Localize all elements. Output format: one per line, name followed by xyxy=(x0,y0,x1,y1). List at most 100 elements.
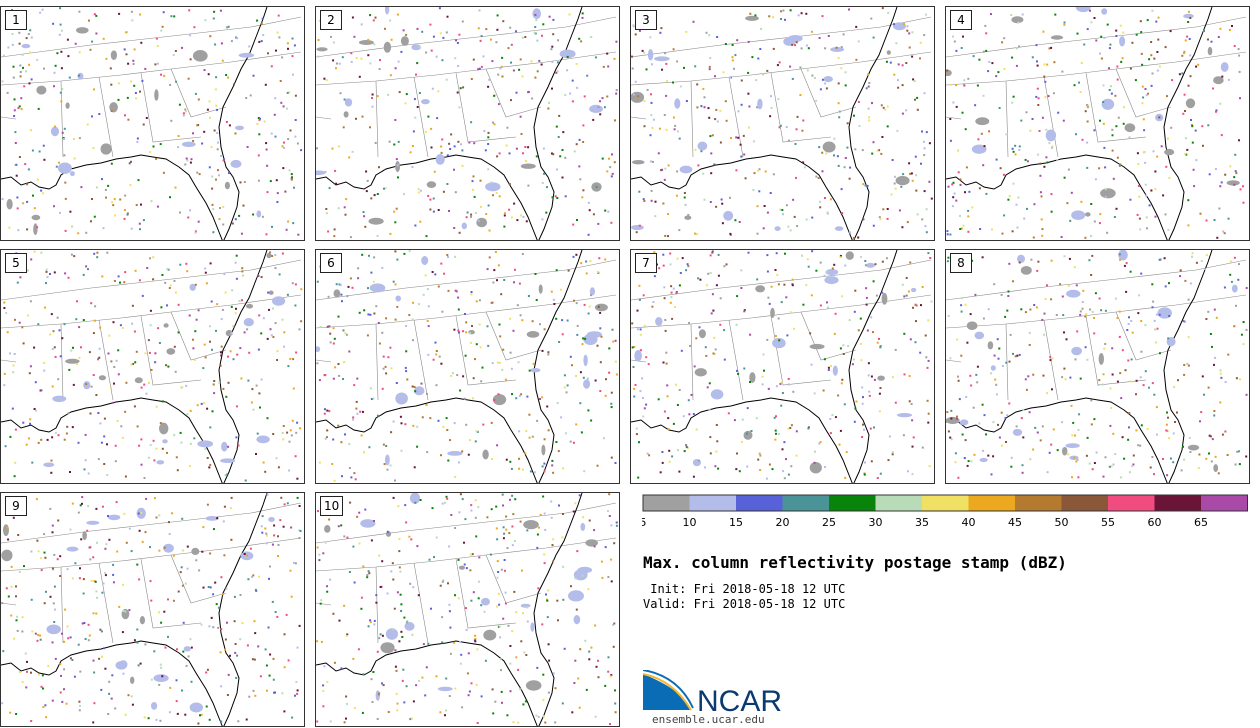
echo-pixel xyxy=(557,619,559,622)
echo-cell xyxy=(225,329,233,337)
echo-pixel xyxy=(93,88,95,91)
echo-pixel xyxy=(260,22,263,25)
echo-pixel xyxy=(291,419,294,422)
echo-pixel xyxy=(556,197,559,199)
echo-pixel xyxy=(1119,258,1121,261)
echo-pixel xyxy=(717,274,720,277)
echo-pixel xyxy=(1223,232,1226,235)
echo-cell xyxy=(36,85,47,95)
echo-pixel xyxy=(493,399,496,401)
echo-pixel xyxy=(435,350,438,352)
echo-pixel xyxy=(159,143,162,146)
echo-pixel xyxy=(84,433,87,436)
echo-pixel xyxy=(210,300,213,303)
echo-pixel xyxy=(575,302,578,305)
echo-pixel xyxy=(865,87,868,90)
echo-cell xyxy=(822,141,836,153)
echo-pixel xyxy=(1097,383,1100,386)
echo-cell xyxy=(369,283,386,293)
echo-pixel xyxy=(534,32,537,35)
echo-pixel xyxy=(1077,429,1080,431)
echo-cell xyxy=(485,182,501,192)
echo-pixel xyxy=(536,546,539,549)
echo-pixel xyxy=(93,702,96,705)
echo-pixel xyxy=(317,39,320,41)
echo-pixel xyxy=(1087,104,1090,107)
echo-pixel xyxy=(676,404,679,406)
echo-pixel xyxy=(548,15,551,18)
echo-pixel xyxy=(265,142,268,145)
echo-pixel xyxy=(141,540,144,543)
echo-pixel xyxy=(190,158,193,161)
echo-pixel xyxy=(833,263,836,266)
echo-pixel xyxy=(266,493,269,496)
echo-pixel xyxy=(519,58,522,61)
echo-pixel xyxy=(277,535,279,538)
echo-pixel xyxy=(659,471,662,474)
echo-pixel xyxy=(362,211,365,213)
echo-pixel xyxy=(639,328,642,331)
postage-stamp-panel: 6 xyxy=(315,249,620,484)
echo-pixel xyxy=(264,470,267,473)
echo-pixel xyxy=(49,595,52,598)
echo-pixel xyxy=(587,588,590,591)
coastline xyxy=(1,154,223,240)
echo-pixel xyxy=(710,152,713,155)
echo-pixel xyxy=(90,220,92,223)
echo-cell xyxy=(98,375,106,381)
echo-pixel xyxy=(491,60,494,63)
echo-pixel xyxy=(53,346,56,349)
echo-pixel xyxy=(543,438,546,441)
echo-pixel xyxy=(600,560,603,563)
echo-pixel xyxy=(652,301,655,303)
echo-pixel xyxy=(175,456,178,459)
echo-cell xyxy=(809,462,822,474)
echo-pixel xyxy=(709,452,712,455)
echo-pixel xyxy=(957,171,960,174)
echo-pixel xyxy=(275,457,278,460)
echo-pixel xyxy=(395,382,398,384)
echo-pixel xyxy=(158,611,161,614)
echo-pixel xyxy=(129,184,132,187)
echo-pixel xyxy=(56,558,59,561)
echo-pixel xyxy=(132,59,135,62)
echo-pixel xyxy=(250,401,253,404)
echo-cell xyxy=(896,413,913,418)
echo-pixel xyxy=(230,332,233,335)
echo-pixel xyxy=(698,459,700,462)
echo-pixel xyxy=(1184,279,1187,282)
echo-pixel xyxy=(88,19,90,22)
echo-pixel xyxy=(472,188,474,191)
echo-pixel xyxy=(209,116,211,119)
echo-pixel xyxy=(704,346,707,349)
echo-pixel xyxy=(187,655,190,658)
echo-pixel xyxy=(949,233,952,236)
echo-pixel xyxy=(775,415,777,418)
echo-pixel xyxy=(104,188,107,191)
echo-pixel xyxy=(1055,314,1058,316)
echo-cell xyxy=(181,141,196,147)
echo-pixel xyxy=(375,305,378,308)
echo-pixel xyxy=(526,395,529,398)
echo-pixel xyxy=(13,353,16,355)
echo-pixel xyxy=(1035,306,1038,309)
echo-pixel xyxy=(355,407,358,410)
echo-pixel xyxy=(683,66,685,69)
echo-pixel xyxy=(439,711,442,714)
echo-pixel xyxy=(1190,119,1192,121)
echo-pixel xyxy=(43,361,46,364)
echo-pixel xyxy=(497,571,500,573)
echo-pixel xyxy=(169,196,171,199)
echo-pixel xyxy=(236,405,238,408)
echo-pixel xyxy=(1016,354,1019,357)
echo-pixel xyxy=(195,559,198,562)
echo-pixel xyxy=(1212,87,1214,90)
echo-pixel xyxy=(1040,195,1043,198)
echo-pixel xyxy=(928,180,931,183)
echo-pixel xyxy=(503,225,506,228)
echo-pixel xyxy=(95,186,98,189)
echo-pixel xyxy=(852,358,855,361)
echo-pixel xyxy=(1132,463,1135,466)
echo-pixel xyxy=(1142,384,1145,387)
echo-pixel xyxy=(1069,376,1072,379)
